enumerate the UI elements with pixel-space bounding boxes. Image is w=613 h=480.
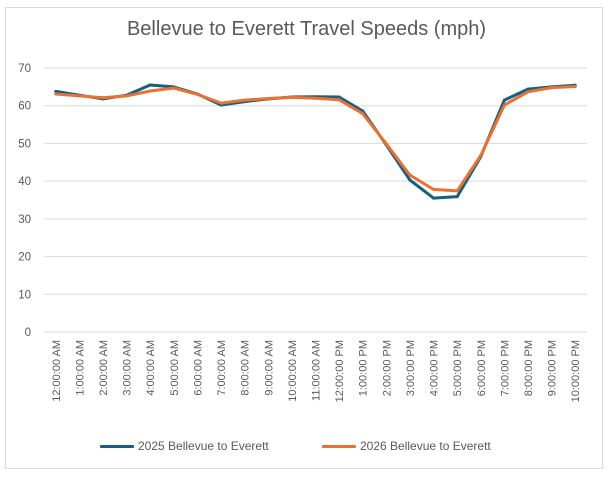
data-point-2026[interactable] bbox=[172, 86, 176, 90]
x-tick-label: 6:00:00 AM bbox=[192, 340, 204, 396]
data-point-2026[interactable] bbox=[314, 96, 317, 100]
x-tick-label: 10:00:00 AM bbox=[287, 340, 299, 402]
y-tick-label: 60 bbox=[18, 101, 31, 113]
data-point-2026[interactable] bbox=[479, 154, 483, 157]
data-point-2025[interactable] bbox=[148, 83, 152, 87]
data-point-2026[interactable] bbox=[219, 101, 223, 105]
x-tick-label: 8:00:00 AM bbox=[240, 340, 252, 396]
data-point-2026[interactable] bbox=[432, 187, 435, 191]
y-tick-label: 10 bbox=[18, 289, 31, 301]
legend-swatch-2025 bbox=[100, 444, 134, 448]
data-point-2026[interactable] bbox=[266, 97, 270, 100]
x-tick-label: 7:00:00 AM bbox=[216, 340, 228, 396]
y-axis-tick-labels: 0 10 20 30 40 50 60 70 bbox=[18, 63, 31, 339]
data-point-2026[interactable] bbox=[337, 98, 341, 102]
data-point-2025[interactable] bbox=[54, 89, 58, 93]
data-point-2026[interactable] bbox=[384, 142, 388, 146]
data-point-2026[interactable] bbox=[290, 95, 294, 99]
y-tick-label: 40 bbox=[18, 176, 31, 188]
x-tick-label: 2:00:00 PM bbox=[381, 340, 393, 396]
series-lines bbox=[54, 83, 577, 200]
data-point-2026[interactable] bbox=[125, 94, 129, 98]
data-point-2025[interactable] bbox=[408, 178, 412, 182]
x-tick-label: 6:00:00 PM bbox=[476, 340, 488, 396]
x-tick-label: 10:00:00 PM bbox=[570, 340, 582, 402]
x-tick-label: 11:00:00 AM bbox=[311, 340, 323, 401]
x-tick-label: 12:00:00 PM bbox=[334, 340, 346, 402]
data-point-2025[interactable] bbox=[337, 95, 341, 99]
legend: 2025 Bellevue to Everett 2026 Bellevue t… bbox=[0, 437, 613, 455]
x-tick-label: 9:00:00 AM bbox=[263, 340, 275, 396]
x-tick-label: 2:00:00 AM bbox=[98, 340, 110, 396]
data-point-2026[interactable] bbox=[408, 173, 412, 177]
data-point-2026[interactable] bbox=[361, 112, 365, 116]
data-point-2026[interactable] bbox=[148, 89, 152, 93]
series-line-2026[interactable] bbox=[54, 85, 577, 193]
x-tick-label: 9:00:00 PM bbox=[547, 340, 559, 396]
legend-label-2026: 2026 Bellevue to Everett bbox=[360, 439, 491, 453]
x-tick-label: 12:00:00 AM bbox=[51, 340, 63, 402]
y-tick-label: 20 bbox=[18, 252, 31, 264]
legend-label-2025: 2025 Bellevue to Everett bbox=[138, 439, 269, 453]
y-tick-label: 30 bbox=[18, 214, 31, 226]
x-tick-label: 4:00:00 AM bbox=[145, 340, 157, 396]
x-tick-label: 7:00:00 PM bbox=[499, 340, 511, 396]
data-point-2026[interactable] bbox=[196, 92, 199, 96]
data-point-2025[interactable] bbox=[432, 196, 435, 200]
x-tick-label: 3:00:00 PM bbox=[405, 340, 417, 396]
x-axis-tick-labels: 12:00:00 AM 1:00:00 AM 2:00:00 AM 3:00:00 A… bbox=[51, 340, 582, 402]
legend-swatch-2026 bbox=[322, 444, 356, 448]
data-point-2026[interactable] bbox=[243, 98, 247, 102]
data-point-2026[interactable] bbox=[502, 103, 506, 107]
data-point-2026[interactable] bbox=[455, 189, 459, 193]
data-point-2026[interactable] bbox=[54, 92, 58, 96]
chart-title: Bellevue to Everett Travel Speeds (mph) bbox=[126, 18, 487, 40]
x-tick-label: 5:00:00 AM bbox=[169, 340, 181, 396]
x-tick-label: 1:00:00 PM bbox=[358, 340, 370, 396]
y-tick-label: 0 bbox=[25, 327, 31, 339]
data-point-2026[interactable] bbox=[573, 85, 577, 88]
y-tick-label: 50 bbox=[18, 138, 31, 150]
x-tick-label: 3:00:00 AM bbox=[122, 340, 134, 396]
legend-item-2025[interactable]: 2025 Bellevue to Everett bbox=[100, 437, 269, 455]
data-point-2026[interactable] bbox=[550, 86, 554, 90]
data-point-2025[interactable] bbox=[455, 195, 459, 199]
data-point-2025[interactable] bbox=[502, 98, 506, 102]
data-point-2026[interactable] bbox=[101, 96, 105, 100]
x-tick-label: 8:00:00 PM bbox=[523, 340, 535, 396]
y-tick-label: 70 bbox=[18, 63, 31, 75]
x-tick-label: 5:00:00 PM bbox=[452, 340, 464, 396]
gridlines bbox=[44, 67, 587, 333]
x-tick-label: 4:00:00 PM bbox=[429, 340, 441, 396]
chart-area bbox=[5, 7, 603, 469]
data-point-2026[interactable] bbox=[526, 90, 530, 94]
data-point-2026[interactable] bbox=[77, 94, 81, 98]
data-point-2025[interactable] bbox=[526, 87, 530, 91]
x-tick-label: 1:00:00 AM bbox=[74, 340, 86, 396]
legend-item-2026[interactable]: 2026 Bellevue to Everett bbox=[322, 437, 491, 455]
